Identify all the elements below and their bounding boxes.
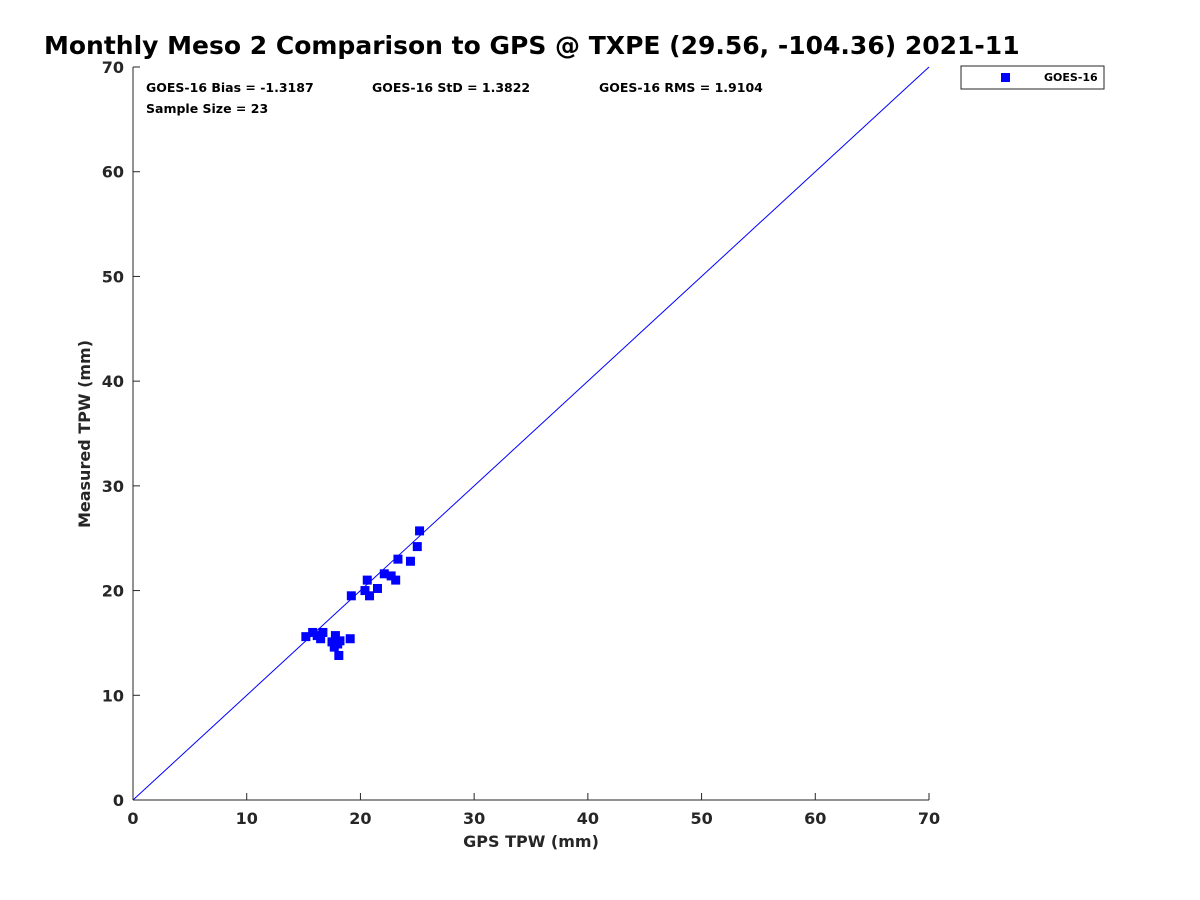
stat-rms: GOES-16 RMS = 1.9104 (599, 80, 763, 95)
x-axis-ticks: 0 10 20 30 40 50 60 70 (127, 793, 940, 828)
data-points (301, 526, 425, 660)
legend-label: GOES-16 (1044, 71, 1098, 84)
stat-std: GOES-16 StD = 1.3822 (372, 80, 530, 95)
y-tick-label: 0 (113, 791, 124, 810)
stats-annotations: GOES-16 Bias = -1.3187 GOES-16 StD = 1.3… (146, 80, 763, 116)
data-point (330, 631, 340, 641)
x-tick-label: 50 (690, 809, 712, 828)
data-point (345, 634, 355, 644)
x-tick-label: 10 (236, 809, 258, 828)
data-point (391, 575, 401, 585)
one-to-one-line (132, 66, 930, 801)
y-tick-label: 40 (102, 372, 124, 391)
data-point (327, 637, 337, 647)
data-point (346, 591, 356, 601)
y-tick-label: 50 (102, 267, 124, 286)
y-axis-label: Measured TPW (mm) (75, 340, 94, 528)
x-tick-label: 20 (349, 809, 371, 828)
legend: GOES-16 (960, 65, 1105, 90)
y-tick-label: 20 (102, 582, 124, 601)
data-point (301, 632, 311, 642)
legend-box (960, 65, 1105, 90)
data-point (393, 554, 403, 564)
y-axis-ticks: 0 10 20 30 40 50 60 70 (102, 58, 140, 810)
data-point (360, 586, 370, 596)
data-point (386, 571, 396, 581)
y-tick-label: 70 (102, 58, 124, 77)
y-tick-label: 60 (102, 163, 124, 182)
data-point (405, 556, 415, 566)
x-tick-label: 0 (127, 809, 138, 828)
data-point (365, 591, 375, 601)
y-tick-label: 10 (102, 686, 124, 705)
data-point (335, 636, 345, 646)
x-tick-label: 40 (577, 809, 599, 828)
plot-area: 0 10 20 30 40 50 60 70 0 10 20 30 40 50 60 70 (102, 58, 940, 828)
x-axis-label: GPS TPW (mm) (463, 832, 599, 851)
data-point (415, 526, 425, 536)
reference-line-group (132, 66, 930, 801)
x-tick-label: 70 (918, 809, 940, 828)
x-tick-label: 60 (804, 809, 826, 828)
data-point (318, 627, 328, 637)
chart-title: Monthly Meso 2 Comparison to GPS @ TXPE … (44, 31, 1020, 60)
stat-sample-size: Sample Size = 23 (146, 101, 268, 116)
data-point (412, 542, 422, 552)
x-tick-label: 30 (463, 809, 485, 828)
data-point (379, 569, 389, 579)
y-tick-label: 30 (102, 477, 124, 496)
data-point (372, 583, 382, 593)
data-point (316, 634, 326, 644)
stat-bias: GOES-16 Bias = -1.3187 (146, 80, 314, 95)
data-point (362, 575, 372, 585)
legend-marker-square (1001, 73, 1010, 82)
data-point (308, 627, 318, 637)
data-point (334, 650, 344, 660)
